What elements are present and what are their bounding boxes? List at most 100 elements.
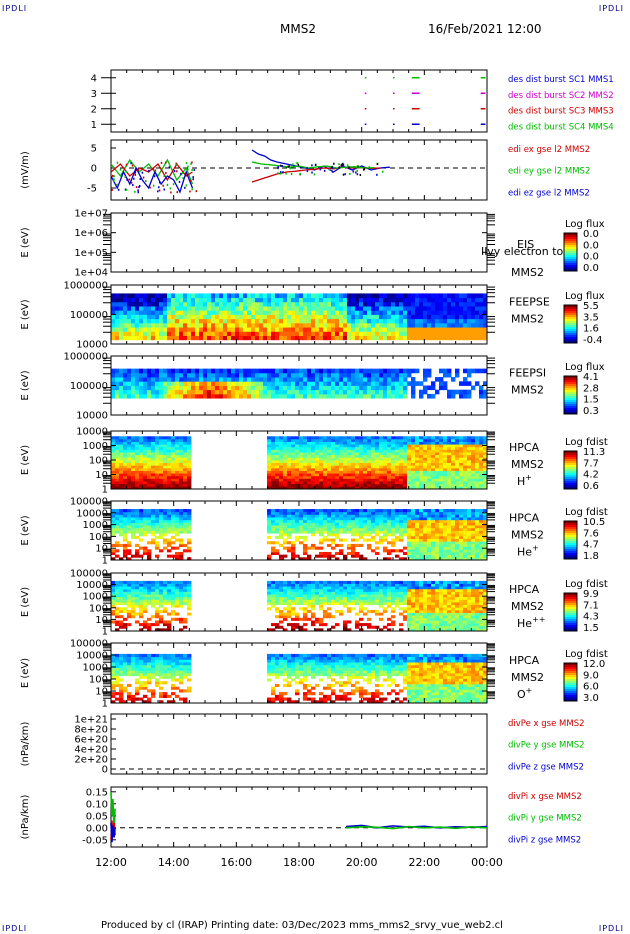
feepsi-cell — [179, 381, 184, 386]
hpca_he-cell — [291, 541, 296, 545]
feepsi-cell — [395, 393, 400, 399]
feepse-cell — [167, 331, 172, 336]
feepsi-cell — [367, 377, 372, 382]
hpca_h-cell — [131, 475, 136, 479]
hpca_he-cell — [447, 549, 452, 553]
hpca_h-cell — [291, 483, 296, 487]
hpca_h-cell — [463, 465, 468, 469]
hpca_h-cell — [183, 467, 188, 471]
feepse-cell — [203, 301, 208, 307]
hpca_he-cell — [367, 519, 372, 523]
feepse-cell — [159, 335, 164, 341]
hpca_h-cell — [431, 449, 436, 453]
hpca_h-cell — [399, 454, 404, 458]
hpca_he-cell — [335, 533, 340, 537]
hpca_he-cell — [431, 525, 436, 529]
hpca_he-cell — [435, 519, 440, 523]
hpca_h-cell — [279, 460, 284, 464]
efield-point — [306, 169, 309, 172]
feepse-cell — [191, 301, 196, 307]
hpca_he-cell — [299, 509, 304, 513]
hpca_h-cell — [275, 467, 280, 471]
feepsi-cell — [307, 389, 312, 395]
hpca_h-cell — [335, 470, 340, 474]
feepse-cell — [347, 331, 352, 336]
hpca_h-cell — [119, 449, 124, 453]
hpca_he-cell — [283, 527, 288, 531]
hpca_h-cell — [359, 462, 364, 466]
feepsi-cell — [115, 377, 120, 382]
hpca_he-cell — [179, 514, 184, 518]
hpca_he-cell — [283, 511, 288, 515]
feepsi-cell — [483, 368, 488, 374]
hpca_he-cell — [399, 557, 404, 561]
feepse-cell — [451, 331, 456, 336]
hpca_he-cell — [283, 522, 288, 526]
hpca_h-cell — [291, 438, 296, 442]
hpca_h-cell — [279, 470, 284, 474]
hpca_h-cell — [111, 436, 116, 440]
feepsi-cell — [475, 381, 480, 386]
hpca_he-cell — [339, 519, 344, 523]
hpca_h-cell — [463, 486, 468, 490]
hpca_h-cell — [155, 444, 160, 448]
feepse-cell — [399, 301, 404, 307]
hpca_h-cell — [111, 452, 116, 456]
feepse-cell — [443, 318, 448, 324]
hpca_h-cell — [447, 465, 452, 469]
feepse-cell — [467, 310, 472, 315]
hpca_h-cell — [115, 438, 120, 442]
hpca_h-cell — [415, 478, 420, 482]
feepse-cell — [387, 301, 392, 307]
feepse-cell — [231, 314, 236, 320]
hpca_he-cell — [447, 522, 452, 526]
hpca_he-cell — [375, 541, 380, 545]
feepse-cell — [111, 327, 116, 332]
hpca_he-cell — [111, 517, 116, 521]
feepse-cell — [375, 301, 380, 307]
feepse-cell — [195, 327, 200, 332]
feepsi-cell — [147, 372, 152, 378]
feepse-cell — [199, 297, 204, 303]
feepse-cell — [291, 301, 296, 307]
feepse-cell — [259, 327, 264, 332]
hpca_h-cell — [371, 454, 376, 458]
hpca_h-cell — [339, 454, 344, 458]
hpca_h-cell — [283, 483, 288, 487]
hpca_h-cell — [303, 457, 308, 461]
feepse-cell — [267, 322, 272, 328]
feepse-cell — [451, 318, 456, 324]
feepse-cell — [135, 306, 140, 311]
feepsi-cell — [343, 368, 348, 374]
hpca_he-cell — [387, 551, 392, 556]
feepsi-cell — [227, 381, 232, 386]
feepse-cell — [451, 322, 456, 328]
feepse-cell — [271, 293, 276, 299]
hpca_h-cell — [167, 467, 172, 471]
feepsi-cell — [191, 385, 196, 391]
efield-point — [152, 184, 155, 187]
hpca_he-cell — [383, 509, 388, 513]
feepse-cell — [331, 322, 336, 328]
hpca_h-cell — [463, 467, 468, 471]
hpca_h-cell — [267, 441, 272, 445]
feepse-cell — [375, 310, 380, 315]
hpca_he-cell — [475, 551, 480, 556]
hpca_h-cell — [351, 457, 356, 461]
hpca_h-cell — [455, 457, 460, 461]
feepse-cell — [403, 314, 408, 320]
hpca_he-cell — [155, 554, 160, 558]
hpca_h-cell — [283, 467, 288, 471]
hpca_he-cell — [443, 527, 448, 531]
hpca_h-cell — [139, 457, 144, 461]
hpca_he-cell — [415, 527, 420, 531]
hpca_h-cell — [175, 462, 180, 466]
hpca_h-cell — [279, 465, 284, 469]
feepse-cell — [135, 297, 140, 303]
hpca_he-cell — [375, 511, 380, 515]
hpca_h-cell — [315, 438, 320, 442]
feepse-cell — [367, 301, 372, 307]
hpca_he-cell — [111, 514, 116, 518]
hpca_he-cell — [291, 511, 296, 515]
feepse-cell — [323, 314, 328, 320]
